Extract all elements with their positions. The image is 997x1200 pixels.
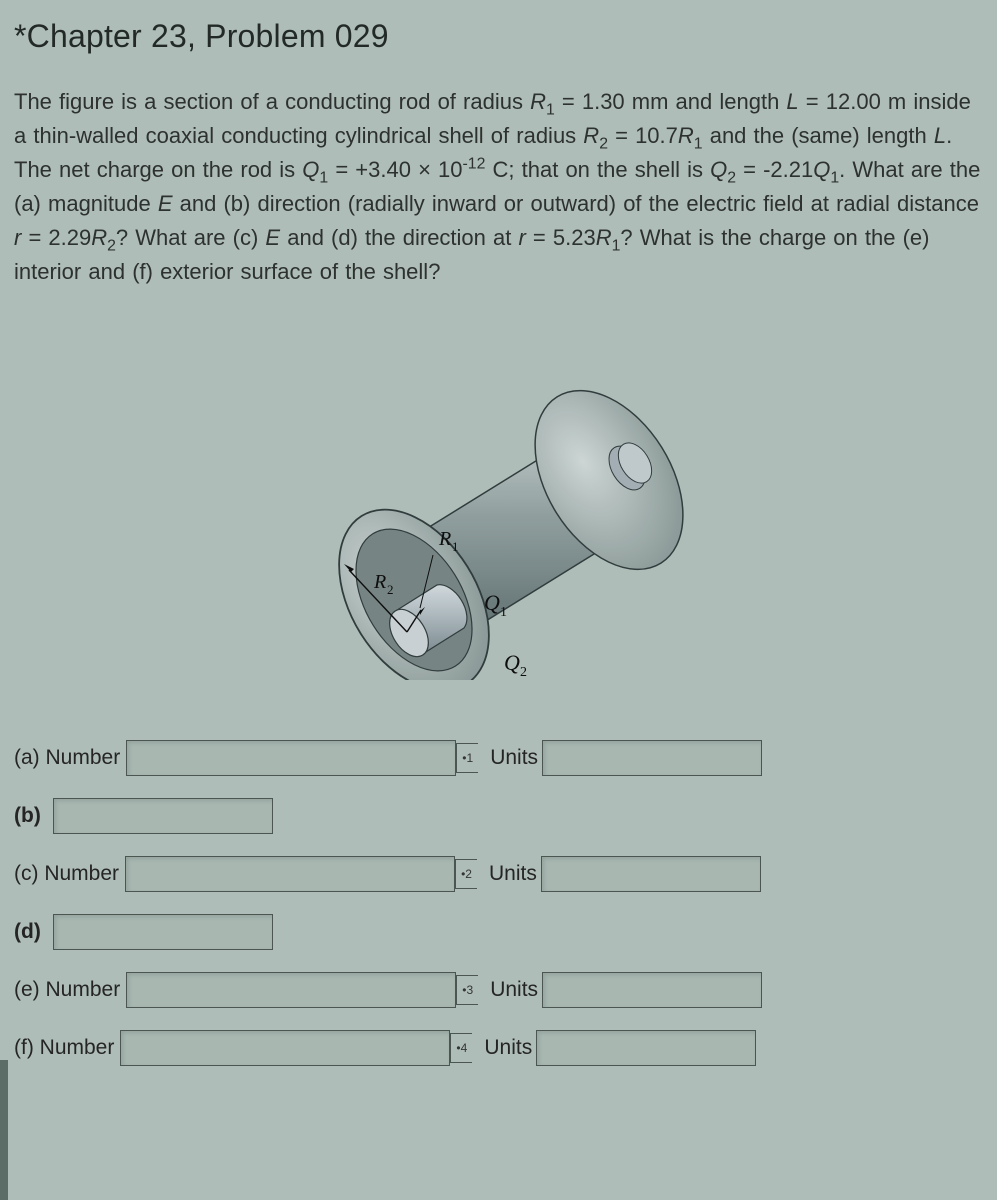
answer-inputs: (a) Number •1 Units (b) (c) Number •2 Un… (14, 740, 983, 1066)
marker-4: •4 (450, 1033, 472, 1063)
row-d: (d) (14, 914, 983, 950)
label-r1: R (438, 528, 451, 550)
label-f: (f) Number (14, 1036, 114, 1060)
svg-text:1: 1 (500, 605, 507, 620)
marker-1: •1 (456, 743, 478, 773)
input-a-units[interactable] (542, 740, 762, 776)
row-e: (e) Number •3 Units (14, 972, 983, 1008)
units-label-c: Units (489, 862, 537, 886)
row-f: (f) Number •4 Units (14, 1030, 983, 1066)
coaxial-cylinder-figure: R 1 R 2 Q 1 Q 2 (289, 340, 709, 680)
marker-2: •2 (455, 859, 477, 889)
input-e-units[interactable] (542, 972, 762, 1008)
input-f-number[interactable] (120, 1030, 450, 1066)
label-a: (a) Number (14, 746, 120, 770)
units-label-f: Units (484, 1036, 532, 1060)
units-label-e: Units (490, 978, 538, 1002)
units-label-a: Units (490, 746, 538, 770)
svg-text:1: 1 (452, 539, 459, 554)
label-q2: Q (504, 650, 520, 675)
label-e: (e) Number (14, 978, 120, 1002)
label-c: (c) Number (14, 862, 119, 886)
label-d: (d) (14, 920, 41, 943)
label-q1: Q (484, 590, 500, 615)
input-a-number[interactable] (126, 740, 456, 776)
marker-3: •3 (456, 975, 478, 1005)
problem-statement: The figure is a section of a conducting … (14, 85, 983, 290)
svg-text:2: 2 (387, 582, 394, 597)
page-title: *Chapter 23, Problem 029 (14, 18, 983, 55)
row-a: (a) Number •1 Units (14, 740, 983, 776)
input-c-units[interactable] (541, 856, 761, 892)
input-c-number[interactable] (125, 856, 455, 892)
input-e-number[interactable] (126, 972, 456, 1008)
label-r2: R (373, 571, 386, 593)
input-d-direction[interactable] (53, 914, 273, 950)
figure-container: R 1 R 2 Q 1 Q 2 (14, 340, 983, 680)
input-f-units[interactable] (536, 1030, 756, 1066)
problem-page: *Chapter 23, Problem 029 The figure is a… (0, 0, 997, 1200)
svg-text:2: 2 (520, 665, 527, 680)
row-b: (b) (14, 798, 983, 834)
input-b-direction[interactable] (53, 798, 273, 834)
label-b: (b) (14, 804, 41, 827)
row-c: (c) Number •2 Units (14, 856, 983, 892)
edge-artifact (0, 1060, 8, 1200)
